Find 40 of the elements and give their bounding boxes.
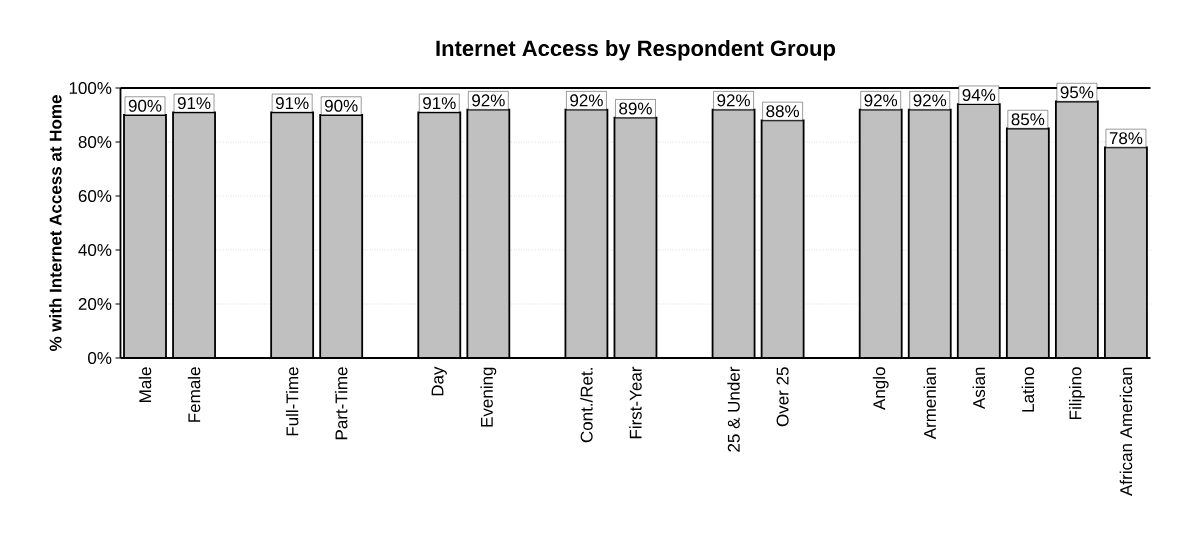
data-label: 85% xyxy=(1011,113,1045,126)
data-label: 92% xyxy=(717,94,750,107)
chart-title: Internet Access by Respondent Group xyxy=(436,39,836,61)
x-tick-label: Anglo xyxy=(872,367,889,410)
data-label: 88% xyxy=(766,105,800,118)
y-tick-label: 80% xyxy=(78,135,112,149)
x-tick-label: Latino xyxy=(1021,367,1035,412)
data-label: 91% xyxy=(275,97,309,110)
x-tick-label: Full-Time xyxy=(285,367,299,436)
x-tick-label: Filipino xyxy=(1068,367,1085,419)
y-tick-label: 0% xyxy=(88,351,112,365)
data-label: 91% xyxy=(177,97,211,110)
y-tick-label: 60% xyxy=(78,189,112,203)
x-tick-label: Day xyxy=(431,366,447,396)
data-label: 95% xyxy=(1060,86,1094,99)
x-tick-label: Part-Time xyxy=(334,367,348,440)
x-tick-label: African American xyxy=(1119,367,1133,496)
x-tick-label: Male xyxy=(138,367,152,402)
data-label: 92% xyxy=(913,94,947,107)
x-tick-label: Asian xyxy=(972,367,986,410)
data-label: 89% xyxy=(619,102,652,115)
data-label: 92% xyxy=(864,94,898,107)
data-label: 94% xyxy=(962,88,996,102)
y-tick-label: 100% xyxy=(69,81,112,95)
data-label: 90% xyxy=(128,99,162,112)
data-label: 90% xyxy=(324,99,358,112)
x-tick-label: Over 25 xyxy=(776,367,789,427)
y-tick-label: 20% xyxy=(78,297,112,311)
data-label: 91% xyxy=(423,97,456,110)
data-label: 78% xyxy=(1109,132,1143,145)
x-tick-label: Evening xyxy=(480,367,497,427)
data-label: 92% xyxy=(570,94,603,107)
x-tick-label: First-Year xyxy=(629,366,642,439)
x-tick-label: Female xyxy=(187,367,201,422)
y-tick-label: 40% xyxy=(78,243,112,257)
data-label: 92% xyxy=(472,94,505,107)
x-tick-label: 25 & Under xyxy=(727,366,740,452)
y-axis-title: % with Internet Access at Home xyxy=(49,95,62,352)
x-tick-label: Armenian xyxy=(923,367,936,440)
x-tick-label: Cont./Ret. xyxy=(580,368,593,443)
